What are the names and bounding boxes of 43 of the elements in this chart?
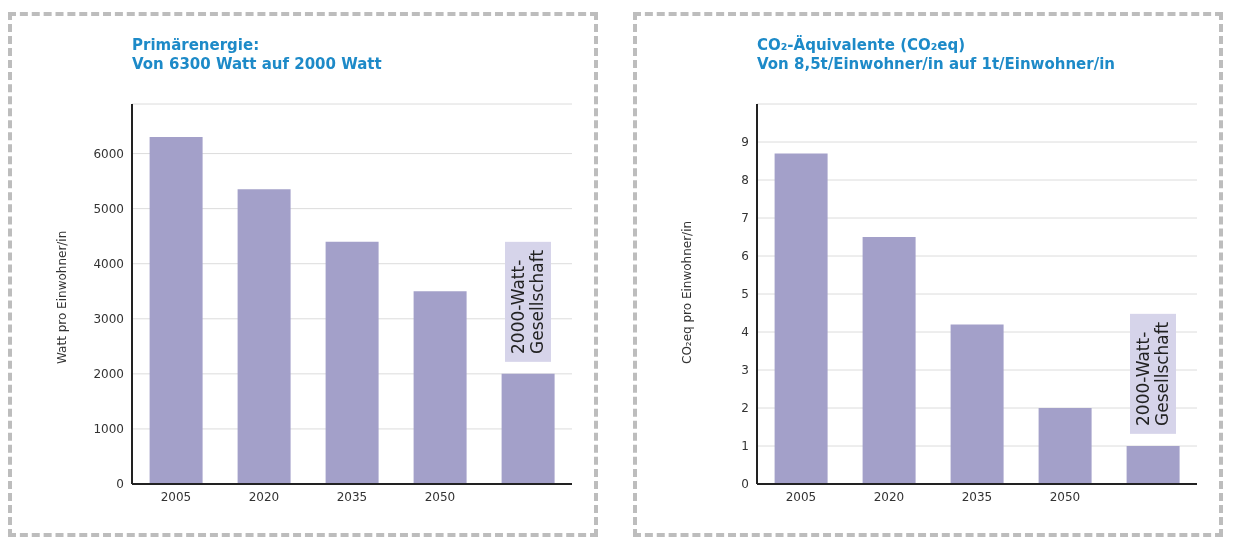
y-axis-title: Watt pro Einwohner/in (55, 230, 70, 364)
annotation: 2000-Watt- Gesellschaft (508, 249, 547, 354)
y-tick-label: 2000 (93, 367, 124, 382)
y-axis-title: CO₂eq pro Einwohner/in (680, 220, 695, 364)
chart-title: Primärenergie: (132, 36, 261, 55)
y-tick-label: 2 (741, 401, 749, 416)
chart-subtitle: Von 8,5t/Einwohner/in auf 1t/Einwohner/in (757, 55, 1116, 74)
x-tick-label: 2035 (961, 489, 993, 504)
y-tick-label: 1 (741, 439, 749, 454)
bar (237, 189, 291, 484)
y-tick-label: 3000 (93, 312, 124, 327)
y-tick-label: 5 (741, 287, 749, 302)
x-tick-label: 2005 (785, 489, 817, 504)
x-tick-label: 2035 (336, 489, 368, 504)
x-tick-label: 2050 (424, 489, 456, 504)
bar (950, 324, 1004, 484)
bar (501, 373, 555, 484)
bar (325, 241, 379, 484)
x-tick-label: 2005 (160, 489, 192, 504)
y-tick-label: 0 (741, 477, 749, 492)
annotation: 2000-Watt- Gesellschaft (1133, 321, 1172, 426)
chart-title: CO₂-Äquivalente (CO₂eq) (757, 36, 967, 55)
y-tick-label: 6000 (93, 146, 124, 161)
bar (1126, 446, 1180, 484)
x-tick-label: 2020 (248, 489, 280, 504)
bar (862, 237, 916, 484)
bar (1038, 408, 1092, 484)
x-tick-label: 2020 (873, 489, 905, 504)
bar (149, 137, 203, 484)
y-tick-label: 1000 (93, 422, 124, 437)
y-tick-label: 4 (741, 325, 749, 340)
y-tick-label: 3 (741, 363, 749, 378)
bar (774, 153, 828, 484)
y-tick-label: 0 (116, 477, 124, 492)
y-tick-label: 6 (741, 249, 749, 264)
y-tick-label: 4000 (93, 256, 124, 271)
y-tick-label: 9 (741, 135, 749, 150)
y-tick-label: 5000 (93, 201, 124, 216)
x-tick-label: 2050 (1049, 489, 1081, 504)
bar (413, 291, 467, 484)
y-tick-label: 7 (741, 211, 749, 226)
chart-subtitle: Von 6300 Watt auf 2000 Watt (132, 55, 383, 74)
y-tick-label: 8 (741, 173, 749, 188)
